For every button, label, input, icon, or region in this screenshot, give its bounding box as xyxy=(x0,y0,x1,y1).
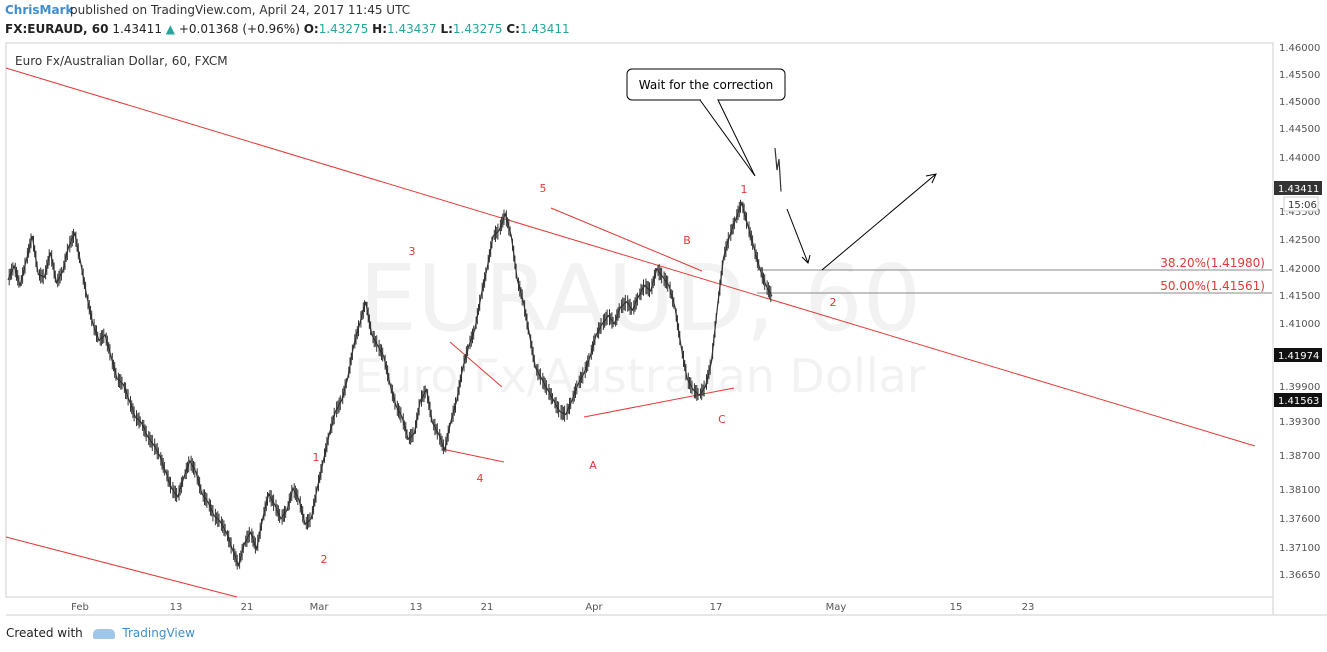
wave-label-4: 4 xyxy=(477,472,484,485)
y-tick: 1.41000 xyxy=(1279,319,1320,330)
wave-label-new-1: 1 xyxy=(741,183,748,196)
close-label: C: xyxy=(506,22,520,36)
y-tick: 1.42000 xyxy=(1279,264,1320,275)
y-tick: 1.38700 xyxy=(1279,451,1320,462)
callout-pointer xyxy=(699,99,756,177)
fib38-price-tag-text: 1.41974 xyxy=(1278,351,1319,362)
price-axis-labels: 1.43411 15:06 1.41974 1.41563 xyxy=(1274,181,1322,407)
wave-label-c: C xyxy=(718,413,726,426)
countdown-tag xyxy=(1283,196,1319,212)
y-tick: 1.38100 xyxy=(1279,485,1320,496)
y-tick: 1.39300 xyxy=(1279,417,1320,428)
lower-channel-line[interactable] xyxy=(5,536,238,598)
projection-arrows[interactable] xyxy=(786,173,937,271)
watermark-name: Euro Fx/Australian Dollar xyxy=(354,349,926,403)
open-label: O: xyxy=(303,22,319,36)
wedge-lower-line[interactable] xyxy=(583,387,735,418)
created-with-text: Created with xyxy=(6,626,83,640)
y-tick: 1.37600 xyxy=(1279,514,1320,525)
author-link[interactable]: ChrisMark xyxy=(5,3,74,17)
wedge-upper-line[interactable] xyxy=(550,207,703,272)
y-tick: 1.45000 xyxy=(1279,97,1320,108)
wave-labels: 1 2 3 4 5 A B C 1 2 xyxy=(313,182,837,566)
down-arrowhead-icon xyxy=(801,254,811,264)
low-label: L: xyxy=(440,22,453,36)
triangle-lower-line[interactable] xyxy=(441,448,505,463)
wave-label-new-2: 2 xyxy=(830,296,837,309)
tradingview-link[interactable]: TradingView xyxy=(122,626,195,640)
fib-38-label: 38.20%(1.41980) xyxy=(1160,256,1265,270)
latest-price-segment xyxy=(774,148,782,192)
y-tick: 1.44500 xyxy=(1279,124,1320,135)
y-tick: 1.44000 xyxy=(1279,153,1320,164)
time-axis[interactable]: Feb 13 21 Mar 13 21 Apr 17 May 15 23 xyxy=(71,602,1034,613)
close-value: 1.43411 xyxy=(519,22,570,36)
x-tick: May xyxy=(826,602,847,613)
price-axis[interactable]: 1.46000 1.45500 1.45000 1.44500 1.44000 … xyxy=(1279,43,1320,581)
open-value: 1.43275 xyxy=(318,22,369,36)
tradingview-logo-icon xyxy=(92,628,115,639)
fib38-price-tag xyxy=(1274,348,1322,362)
last-price-tag xyxy=(1274,181,1322,195)
wave-label-1: 1 xyxy=(313,451,320,464)
y-tick: 1.45500 xyxy=(1279,70,1320,81)
fib-50-label: 50.00%(1.41561) xyxy=(1160,279,1265,293)
y-tick: 1.36650 xyxy=(1279,570,1320,581)
x-tick: 21 xyxy=(481,602,494,613)
x-tick: Feb xyxy=(71,602,89,613)
y-tick: 1.46000 xyxy=(1279,43,1320,54)
callout-text: Wait for the correction xyxy=(639,78,773,92)
y-tick: 1.37100 xyxy=(1279,543,1320,554)
wave-label-b: B xyxy=(683,234,691,247)
header-bar: ChrisMark published on TradingView.com, … xyxy=(0,0,1327,20)
wave-label-3: 3 xyxy=(409,245,416,258)
wave-label-a: A xyxy=(589,459,597,472)
countdown-tag-text: 15:06 xyxy=(1288,200,1317,211)
fib50-price-tag-text: 1.41563 xyxy=(1278,396,1319,407)
ohlc-legend: FX:EURAUD, 60 1.43411 ▲ +0.01368 (+0.96%… xyxy=(5,22,570,36)
correction-callout[interactable]: Wait for the correction xyxy=(626,68,786,177)
y-tick: 1.39900 xyxy=(1279,382,1320,393)
x-tick: 15 xyxy=(950,602,963,613)
main-trendline[interactable] xyxy=(5,67,1256,447)
up-arrowhead-icon xyxy=(925,173,937,184)
high-value: 1.43437 xyxy=(387,22,437,36)
published-text: published on TradingView.com, April 24, … xyxy=(70,3,411,17)
triangle-upper-line[interactable] xyxy=(449,341,503,388)
x-tick: 21 xyxy=(241,602,254,613)
x-tick: 23 xyxy=(1022,602,1035,613)
up-projection-arrow[interactable] xyxy=(821,173,937,271)
footer: Created with TradingView xyxy=(6,626,195,640)
last-price: 1.43411 xyxy=(112,22,162,36)
x-tick: Mar xyxy=(310,602,330,613)
x-tick: 17 xyxy=(710,602,723,613)
y-tick: 1.41500 xyxy=(1279,291,1320,302)
price-change: +0.01368 (+0.96%) xyxy=(178,22,300,36)
up-arrow-icon: ▲ xyxy=(165,22,176,36)
chart-title: Euro Fx/Australian Dollar, 60, FXCM xyxy=(15,54,228,68)
x-tick: Apr xyxy=(585,602,603,613)
down-projection-arrow[interactable] xyxy=(786,208,809,264)
high-label: H: xyxy=(372,22,387,36)
y-tick: 1.43500 xyxy=(1279,207,1320,218)
y-tick: 1.42500 xyxy=(1279,235,1320,246)
wave-label-2: 2 xyxy=(321,553,328,566)
x-tick: 13 xyxy=(170,602,183,613)
symbol-label: FX:EURAUD, 60 xyxy=(5,22,109,36)
last-price-tag-text: 1.43411 xyxy=(1278,184,1319,195)
x-tick: 13 xyxy=(410,602,423,613)
wave-label-5: 5 xyxy=(540,182,547,195)
price-line xyxy=(7,201,773,568)
fib50-price-tag xyxy=(1274,393,1322,407)
price-series xyxy=(7,148,782,570)
low-value: 1.43275 xyxy=(452,22,503,36)
